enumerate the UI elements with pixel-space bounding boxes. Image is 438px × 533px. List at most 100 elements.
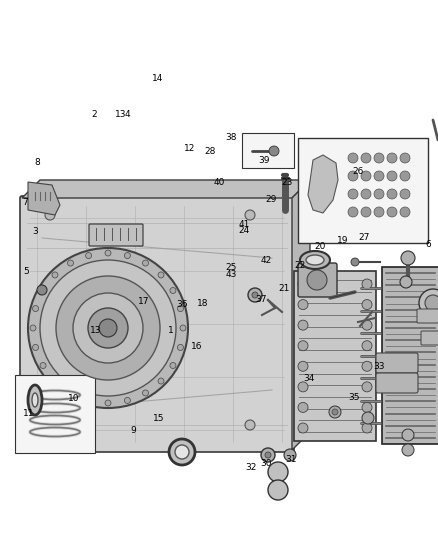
Circle shape (245, 210, 255, 220)
Circle shape (361, 171, 371, 181)
FancyBboxPatch shape (376, 373, 418, 393)
Circle shape (419, 289, 438, 317)
Circle shape (348, 171, 358, 181)
FancyBboxPatch shape (298, 263, 337, 297)
FancyBboxPatch shape (417, 309, 438, 323)
Circle shape (348, 207, 358, 217)
Text: 13: 13 (115, 110, 126, 119)
Circle shape (124, 398, 131, 403)
Circle shape (298, 382, 308, 392)
Circle shape (374, 207, 384, 217)
Circle shape (105, 250, 111, 256)
Text: 27: 27 (359, 233, 370, 241)
FancyBboxPatch shape (382, 267, 438, 444)
Circle shape (401, 251, 415, 265)
Circle shape (298, 341, 308, 351)
Text: 26: 26 (353, 167, 364, 176)
Circle shape (73, 293, 143, 363)
Circle shape (400, 276, 412, 288)
Bar (298, 138, 428, 243)
Circle shape (284, 449, 296, 461)
Circle shape (329, 406, 341, 418)
Text: 5: 5 (23, 268, 29, 276)
Text: 6: 6 (425, 240, 431, 248)
Circle shape (298, 423, 308, 433)
Polygon shape (308, 155, 338, 213)
Circle shape (298, 279, 308, 289)
Circle shape (362, 412, 374, 424)
Circle shape (362, 320, 372, 330)
Circle shape (170, 287, 176, 294)
Circle shape (248, 288, 262, 302)
Circle shape (268, 462, 288, 482)
Text: 34: 34 (303, 374, 314, 383)
Ellipse shape (306, 255, 324, 265)
Circle shape (124, 253, 131, 259)
Circle shape (374, 189, 384, 199)
Polygon shape (28, 182, 60, 215)
Circle shape (387, 189, 397, 199)
Circle shape (177, 305, 184, 312)
Text: 18: 18 (197, 300, 208, 308)
Text: 17: 17 (138, 297, 149, 305)
Ellipse shape (32, 393, 38, 407)
FancyBboxPatch shape (20, 196, 294, 452)
Text: 32: 32 (245, 464, 256, 472)
Circle shape (362, 279, 372, 289)
Text: 13: 13 (90, 326, 101, 335)
Circle shape (85, 253, 92, 259)
Circle shape (45, 420, 55, 430)
Ellipse shape (28, 385, 42, 415)
Circle shape (362, 300, 372, 310)
Text: 39: 39 (258, 157, 269, 165)
Text: 20: 20 (314, 242, 325, 251)
Text: 11: 11 (23, 409, 34, 417)
Circle shape (268, 480, 288, 500)
Circle shape (362, 341, 372, 351)
Circle shape (387, 207, 397, 217)
Circle shape (361, 207, 371, 217)
Circle shape (37, 285, 47, 295)
Text: 14: 14 (152, 75, 163, 83)
Text: 24: 24 (239, 226, 250, 235)
Circle shape (348, 189, 358, 199)
Text: 22: 22 (294, 261, 306, 270)
Text: 29: 29 (265, 196, 276, 204)
Circle shape (298, 361, 308, 372)
Circle shape (362, 361, 372, 372)
Circle shape (361, 153, 371, 163)
Text: 30: 30 (261, 459, 272, 468)
Bar (15, 375, 95, 453)
Text: 10: 10 (68, 394, 79, 403)
Circle shape (175, 445, 189, 459)
Text: 7: 7 (22, 198, 28, 207)
Circle shape (88, 308, 128, 348)
Circle shape (158, 272, 164, 278)
Circle shape (361, 189, 371, 199)
Text: 23: 23 (281, 178, 293, 187)
Circle shape (387, 171, 397, 181)
Text: 4: 4 (124, 110, 130, 119)
FancyBboxPatch shape (376, 353, 418, 373)
Text: 40: 40 (213, 178, 225, 187)
Circle shape (298, 320, 308, 330)
Circle shape (400, 171, 410, 181)
Circle shape (67, 390, 74, 396)
Circle shape (348, 153, 358, 163)
Text: 8: 8 (34, 158, 40, 167)
Circle shape (351, 258, 359, 266)
Circle shape (169, 439, 195, 465)
Circle shape (400, 153, 410, 163)
Text: 2: 2 (92, 110, 97, 119)
Text: 12: 12 (184, 144, 195, 152)
Circle shape (105, 400, 111, 406)
Circle shape (56, 276, 160, 380)
Circle shape (30, 325, 36, 331)
Circle shape (332, 409, 338, 415)
Circle shape (400, 207, 410, 217)
Text: 1: 1 (168, 326, 174, 335)
Circle shape (362, 382, 372, 392)
Circle shape (362, 423, 372, 433)
Circle shape (245, 420, 255, 430)
Text: 9: 9 (131, 426, 137, 435)
